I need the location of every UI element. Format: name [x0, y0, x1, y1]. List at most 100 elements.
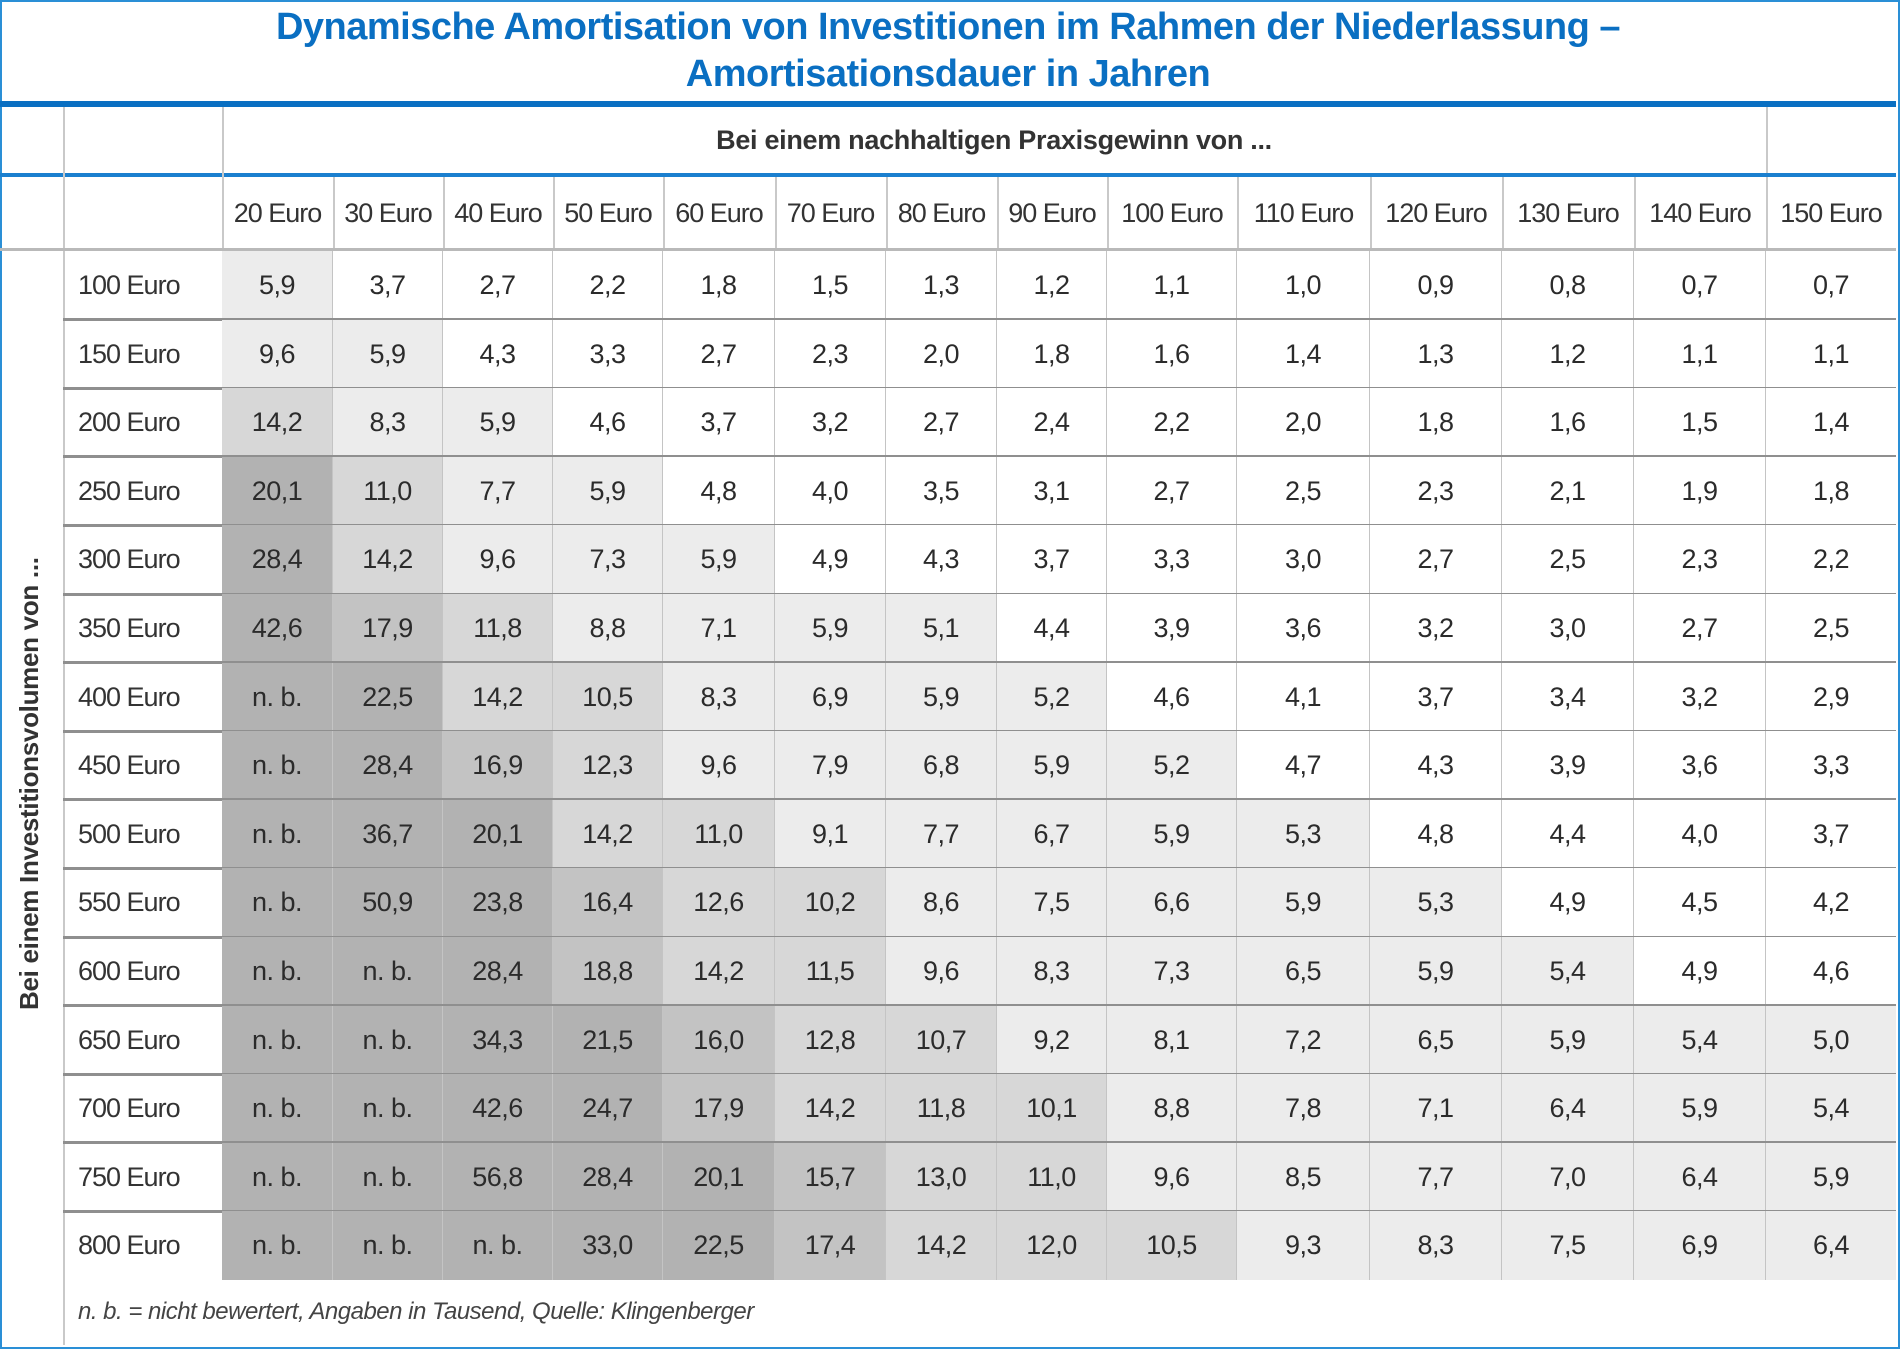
column-header: 140 Euro [1649, 198, 1752, 228]
row-group-label: Bei einem Investitionsvolumen von ... [14, 557, 44, 1010]
table-cell: 9,6 [1107, 1142, 1237, 1212]
table-cell: 3,0 [1502, 594, 1634, 663]
table-cell: 14,2 [663, 937, 775, 1006]
table-cell: 13,0 [886, 1142, 997, 1212]
subheader-divider [0, 173, 1896, 177]
table-cell: 4,4 [997, 594, 1107, 663]
table-cell: 5,9 [553, 456, 663, 526]
table-cell: 11,8 [886, 1074, 997, 1143]
table-cell: 2,0 [886, 319, 997, 389]
table-cell: 7,9 [775, 731, 886, 800]
table-cell: 11,0 [997, 1142, 1107, 1212]
table-cell: 2,7 [443, 251, 553, 320]
table-cell: 2,7 [1107, 456, 1237, 526]
table-cell: 2,5 [1502, 525, 1634, 594]
table-cell: 24,7 [553, 1074, 663, 1143]
grid-line [1766, 177, 1768, 249]
grid-line [1766, 107, 1768, 173]
table-cell: 1,0 [1237, 251, 1370, 320]
table-cell: 3,7 [1766, 799, 1896, 869]
table-cell: 10,5 [553, 662, 663, 732]
table-cell: 5,3 [1237, 799, 1370, 869]
table-cell: 1,8 [997, 319, 1107, 389]
table-cell: 3,2 [1634, 662, 1766, 732]
table-cell: 0,7 [1766, 251, 1896, 320]
row-header: 700 Euro [78, 1093, 181, 1124]
table-cell: 7,3 [553, 525, 663, 594]
table-cell: n. b. [333, 1074, 443, 1143]
table-cell: 1,9 [1634, 456, 1766, 526]
table-cell: 3,7 [333, 251, 443, 320]
row-header: 100 Euro [78, 270, 181, 300]
table-cell: 1,3 [1370, 319, 1502, 389]
table-cell: 9,2 [997, 1005, 1107, 1075]
table-cell: 1,2 [997, 251, 1107, 320]
table-cell: 2,5 [1766, 594, 1896, 663]
grid-line [1370, 177, 1372, 249]
table-cell: 6,7 [997, 799, 1107, 869]
table-cell: 4,4 [1502, 799, 1634, 869]
table-cell: n. b. [222, 1142, 333, 1212]
table-cell: 20,1 [443, 799, 553, 869]
title-divider [0, 101, 1896, 107]
table-cell: 5,9 [663, 525, 775, 594]
table-cell: 5,4 [1766, 1074, 1896, 1143]
table-cell: 22,5 [663, 1211, 775, 1280]
table-cell: 6,6 [1107, 868, 1237, 937]
table-cell: 1,1 [1634, 319, 1766, 389]
table-cell: 6,4 [1634, 1142, 1766, 1212]
table-cell: 11,5 [775, 937, 886, 1006]
table-cell: n. b. [222, 937, 333, 1006]
table-cell: 4,0 [1634, 799, 1766, 869]
header-divider [0, 248, 1896, 251]
table-cell: n. b. [222, 1074, 333, 1143]
table-cell: 1,6 [1502, 388, 1634, 457]
table-cell: 10,1 [997, 1074, 1107, 1143]
table-cell: 22,5 [333, 662, 443, 732]
table-cell: 0,8 [1502, 251, 1634, 320]
table-cell: 17,4 [775, 1211, 886, 1280]
table-cell: 1,4 [1766, 388, 1896, 457]
row-header: 600 Euro [78, 956, 181, 986]
table-cell: 34,3 [443, 1005, 553, 1075]
table-cell: 4,6 [553, 388, 663, 457]
table-cell: 2,2 [553, 251, 663, 320]
table-cell: 20,1 [222, 456, 333, 526]
table-cell: 42,6 [222, 594, 333, 663]
table-cell: 7,1 [1370, 1074, 1502, 1143]
table-cell: n. b. [333, 1142, 443, 1212]
table-cell: 12,8 [775, 1005, 886, 1075]
column-header: 90 Euro [1008, 198, 1097, 228]
table-cell: n. b. [222, 731, 333, 800]
table-cell: 4,9 [1634, 937, 1766, 1006]
table-cell: 8,3 [1370, 1211, 1502, 1280]
table-cell: n. b. [222, 1211, 333, 1280]
table-cell: n. b. [333, 1211, 443, 1280]
table-cell: 3,6 [1237, 594, 1370, 663]
table-cell: 1,8 [1766, 456, 1896, 526]
table-cell: 4,8 [1370, 799, 1502, 869]
row-header: 300 Euro [78, 544, 181, 575]
table-cell: 0,9 [1370, 251, 1502, 320]
table-cell: 4,3 [886, 525, 997, 594]
table-cell: 5,9 [886, 662, 997, 732]
table-cell: 1,4 [1237, 319, 1370, 389]
table-cell: 3,2 [1370, 594, 1502, 663]
grid-line [1237, 177, 1239, 249]
table-cell: n. b. [333, 1005, 443, 1075]
table-cell: 28,4 [443, 937, 553, 1006]
table-cell: 16,9 [443, 731, 553, 800]
table-cell: 8,3 [663, 662, 775, 732]
table-cell: 1,8 [1370, 388, 1502, 457]
table-cell: 5,3 [1370, 868, 1502, 937]
table-cell: 2,7 [663, 319, 775, 389]
table-cell: 50,9 [333, 868, 443, 937]
table-cell: 11,0 [663, 799, 775, 869]
table-cell: 6,4 [1502, 1074, 1634, 1143]
table-cell: 1,1 [1107, 251, 1237, 320]
table-cell: 8,1 [1107, 1005, 1237, 1075]
table-cell: 14,2 [775, 1074, 886, 1143]
table-cell: 9,6 [222, 319, 333, 389]
row-header: 200 Euro [78, 407, 181, 438]
column-header: 130 Euro [1517, 198, 1620, 228]
